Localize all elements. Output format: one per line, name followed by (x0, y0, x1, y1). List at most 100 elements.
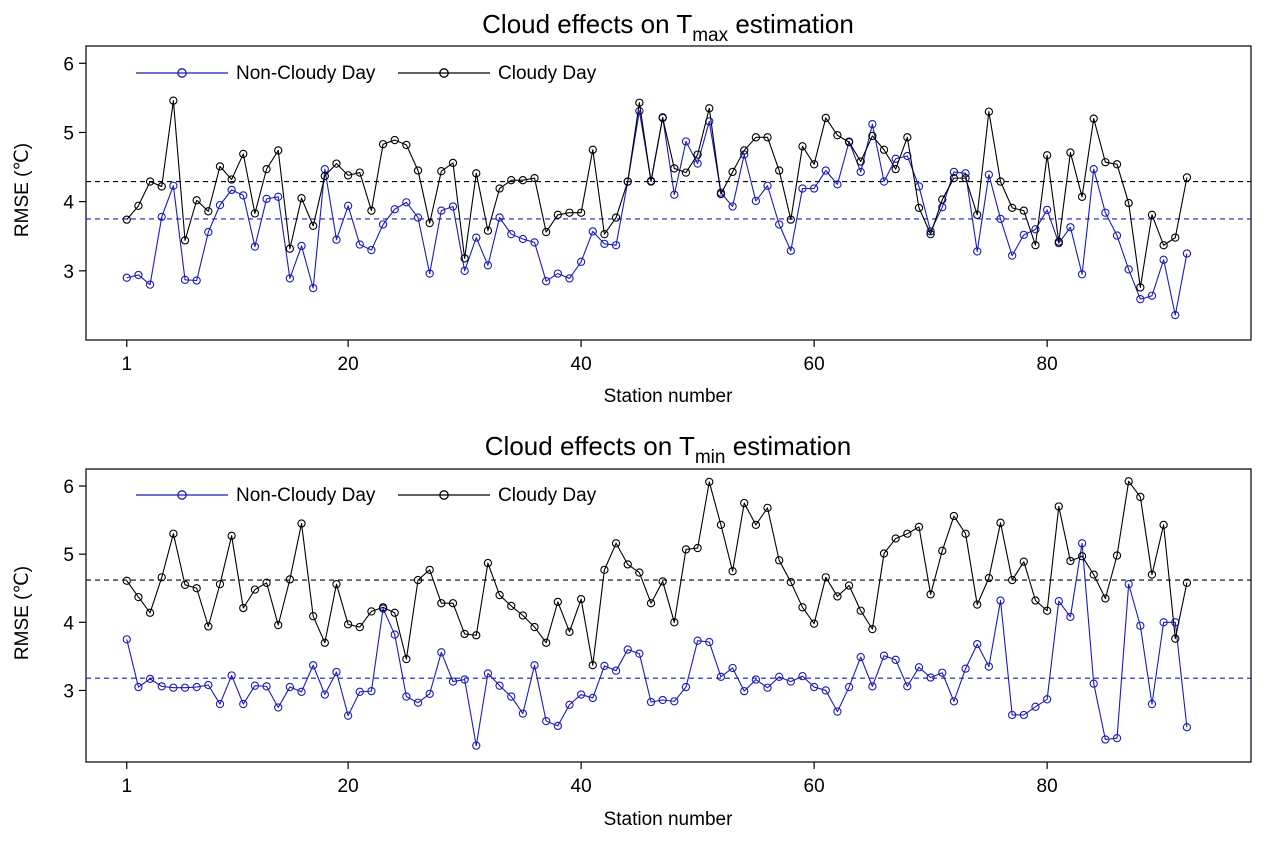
data-point-cloudy (1171, 233, 1180, 242)
data-point-cloudy (250, 585, 260, 594)
data-point-noncloudy (926, 673, 935, 682)
data-point-noncloudy (949, 697, 959, 706)
data-point-noncloudy (1066, 223, 1075, 232)
data-point-cloudy (996, 177, 1005, 186)
data-point-cloudy (472, 631, 481, 640)
data-point-noncloudy (903, 682, 912, 691)
data-point-noncloudy (1182, 249, 1192, 258)
data-point-cloudy (1054, 502, 1063, 511)
data-point-cloudy (1159, 520, 1168, 530)
data-point-noncloudy (740, 686, 749, 696)
data-point-noncloudy (623, 645, 632, 654)
x-tick-label: 80 (1037, 776, 1058, 797)
data-point-noncloudy (262, 682, 271, 691)
data-point-noncloudy (297, 241, 306, 251)
data-point-cloudy (949, 173, 959, 183)
x-tick-label: 20 (338, 354, 359, 375)
data-point-cloudy (565, 208, 574, 217)
data-point-noncloudy (611, 241, 621, 250)
data-point-cloudy (1089, 114, 1098, 123)
data-point-noncloudy (355, 687, 364, 696)
legend-marker-cloudy (439, 68, 449, 78)
data-point-cloudy (1031, 241, 1040, 250)
data-point-cloudy (297, 519, 306, 528)
data-point-cloudy (343, 171, 353, 180)
y-tick-label: 3 (63, 262, 74, 283)
data-point-cloudy (157, 573, 166, 582)
y-tick-label: 3 (63, 681, 74, 702)
data-point-cloudy (949, 511, 959, 521)
data-point-cloudy (495, 590, 504, 600)
data-point-cloudy (681, 545, 691, 554)
data-point-cloudy (460, 254, 469, 263)
data-point-noncloudy (763, 181, 772, 190)
legend-label-cloudy: Cloudy Day (498, 63, 597, 84)
data-point-cloudy (786, 215, 795, 224)
data-point-noncloudy (856, 167, 865, 177)
data-point-cloudy (798, 142, 807, 151)
data-point-cloudy (1124, 198, 1133, 208)
data-point-noncloudy (192, 682, 201, 692)
data-point-cloudy (343, 620, 353, 629)
data-point-noncloudy (402, 198, 411, 207)
data-point-noncloudy (553, 269, 562, 278)
data-point-cloudy (437, 599, 446, 608)
data-point-cloudy (297, 194, 306, 203)
data-point-cloudy (402, 140, 411, 150)
data-point-noncloudy (1159, 618, 1168, 627)
data-point-noncloudy (460, 675, 469, 684)
y-tick-label: 4 (63, 193, 74, 214)
data-point-noncloudy (635, 106, 644, 116)
data-point-cloudy (1019, 557, 1028, 566)
data-point-noncloudy (227, 671, 236, 680)
data-point-noncloudy (1171, 310, 1180, 320)
data-point-cloudy (530, 622, 539, 632)
y-tick-label: 6 (63, 477, 74, 498)
data-point-noncloudy (751, 196, 761, 206)
data-point-noncloudy (868, 120, 877, 129)
data-point-cloudy (553, 210, 562, 219)
data-point-cloudy (413, 166, 423, 175)
data-point-noncloudy (320, 690, 329, 699)
data-point-cloudy (600, 565, 609, 574)
data-point-cloudy (1101, 594, 1110, 603)
data-point-noncloudy (122, 635, 131, 644)
data-point-cloudy (984, 107, 994, 116)
data-point-noncloudy (809, 184, 819, 193)
data-point-noncloudy (891, 655, 900, 664)
data-point-noncloudy (1159, 255, 1168, 264)
data-point-noncloudy (1042, 695, 1052, 704)
data-point-noncloudy (984, 170, 994, 179)
data-point-cloudy (192, 196, 201, 205)
data-point-noncloudy (472, 741, 481, 750)
data-point-cloudy (402, 654, 411, 664)
data-point-cloudy (134, 592, 143, 602)
data-point-cloudy (309, 221, 318, 231)
data-point-noncloudy (1042, 205, 1052, 215)
data-point-cloudy (961, 529, 970, 538)
data-point-cloudy (239, 603, 248, 613)
data-point-noncloudy (542, 716, 551, 726)
data-point-noncloudy (274, 192, 283, 201)
data-point-cloudy (1124, 477, 1133, 486)
data-point-cloudy (716, 189, 726, 199)
data-point-noncloudy (1089, 679, 1098, 688)
data-point-cloudy (1066, 148, 1075, 157)
data-point-cloudy (705, 477, 714, 487)
data-point-noncloudy (938, 668, 947, 677)
data-point-noncloudy (483, 261, 493, 270)
data-point-noncloudy (705, 637, 714, 647)
data-point-noncloudy (239, 191, 248, 200)
data-point-cloudy (1136, 492, 1145, 502)
data-point-noncloudy (169, 181, 178, 190)
data-point-cloudy (1182, 578, 1192, 587)
data-point-noncloudy (996, 596, 1005, 605)
data-point-cloudy (518, 611, 528, 620)
data-point-cloudy (763, 133, 772, 142)
data-point-noncloudy (833, 707, 842, 716)
data-point-noncloudy (460, 266, 469, 275)
data-point-cloudy (891, 164, 900, 174)
x-tick-label: 80 (1037, 354, 1058, 375)
data-point-noncloudy (192, 276, 201, 285)
data-point-noncloudy (1147, 699, 1157, 709)
